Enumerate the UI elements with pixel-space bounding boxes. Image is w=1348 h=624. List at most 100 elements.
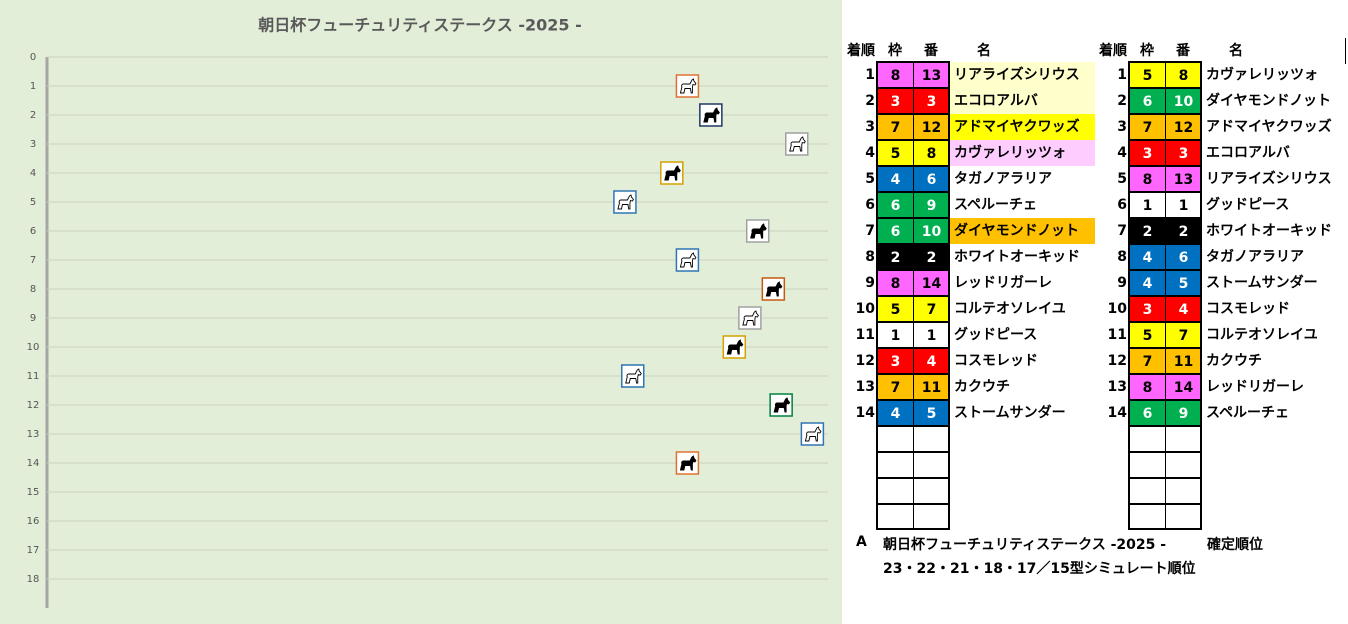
name-cell: グッドピース	[954, 327, 1038, 343]
frame-cell: 2	[1129, 218, 1166, 244]
frame-cell: 7	[877, 114, 914, 140]
number-cell: 9	[913, 192, 950, 218]
name-cell: コルテオソレイユ	[954, 301, 1066, 317]
frame-cell: 7	[1129, 114, 1166, 140]
rank-cell: 3	[865, 119, 875, 135]
rank-cell: 7	[1117, 223, 1127, 239]
rank-cell: 14	[855, 405, 875, 421]
name-cell: コルテオソレイユ	[1206, 327, 1318, 343]
frame-cell: 6	[877, 192, 914, 218]
table-header: 番	[1176, 43, 1190, 59]
table-header: 着順	[1099, 43, 1127, 59]
rank-cell: 9	[1117, 275, 1127, 291]
empty-cell	[1129, 478, 1166, 504]
empty-cell	[877, 426, 914, 452]
rank-cell: 13	[1107, 379, 1127, 395]
horse-icon	[679, 78, 697, 94]
horse-icon	[679, 252, 697, 268]
number-cell: 13	[1165, 166, 1202, 192]
y-tick-label: 1	[30, 81, 36, 92]
empty-cell	[1165, 452, 1202, 478]
rank-cell: 11	[1107, 327, 1127, 343]
name-cell: ダイヤモンドノット	[949, 218, 1095, 244]
table-header: 着順	[847, 43, 875, 59]
empty-cell	[1165, 478, 1202, 504]
name-cell: タガノアラリア	[1206, 249, 1304, 265]
name-cell: コスモレッド	[1206, 301, 1290, 317]
name-cell: コスモレッド	[954, 353, 1038, 369]
rank-cell: 6	[865, 197, 875, 213]
y-tick-label: 17	[27, 545, 40, 556]
rank-cell: 5	[865, 171, 875, 187]
y-tick-label: 9	[30, 313, 36, 324]
number-cell: 1	[913, 322, 950, 348]
rank-cell: 9	[865, 275, 875, 291]
y-tick-label: 15	[27, 487, 40, 498]
number-cell: 2	[1165, 218, 1202, 244]
rank-cell: 12	[855, 353, 875, 369]
horse-icon	[617, 194, 634, 210]
horse-icon	[726, 339, 744, 355]
number-cell: 5	[1165, 270, 1202, 296]
name-cell: レッドリガーレ	[954, 275, 1052, 291]
name-cell: カヴァレリッツォ	[949, 140, 1095, 166]
rank-cell: 11	[855, 327, 875, 343]
name-cell: ホワイトオーキッド	[1206, 223, 1332, 239]
horse-icon	[664, 165, 681, 181]
horse-icon	[804, 426, 822, 442]
empty-cell	[1129, 426, 1166, 452]
rank-cell: 8	[865, 249, 875, 265]
frame-cell: 4	[1129, 244, 1166, 270]
name-cell: カヴァレリッツォ	[1206, 67, 1318, 83]
number-cell: 12	[913, 114, 950, 140]
y-tick-label: 3	[30, 139, 36, 150]
chart-title: 朝日杯フューチュリティステークス -2025 -	[258, 16, 582, 35]
name-cell: エコロアルバ	[1206, 145, 1290, 161]
table-header: 枠	[1140, 43, 1154, 59]
rank-cell: 1	[865, 67, 875, 83]
footer-race: 朝日杯フューチュリティステークス -2025 -	[883, 537, 1167, 553]
y-tick-label: 4	[30, 168, 36, 179]
horse-icon	[773, 397, 791, 413]
rank-cell: 3	[1117, 119, 1127, 135]
y-tick-label: 0	[30, 52, 36, 63]
name-cell: リアライズシリウス	[949, 62, 1095, 88]
y-tick-label: 5	[30, 197, 36, 208]
number-cell: 10	[1165, 88, 1202, 114]
chart: 朝日杯フューチュリティステークス -2025 - 012345678910111…	[0, 0, 842, 624]
horse-icon	[742, 310, 759, 326]
footer-left-note: 23・22・21・18・17／15型シミュレート順位	[883, 561, 1196, 577]
y-tick-label: 10	[27, 342, 40, 353]
y-tick-label: 18	[27, 574, 40, 585]
rank-cell: 8	[1117, 249, 1127, 265]
name-cell: アドマイヤクワッズ	[949, 114, 1095, 140]
name-cell: ストームサンダー	[954, 405, 1066, 421]
frame-cell: 3	[1129, 140, 1166, 166]
name-cell: スペルーチェ	[1206, 405, 1290, 421]
number-cell: 10	[913, 218, 950, 244]
frame-cell: 6	[877, 218, 914, 244]
name-cell: ストームサンダー	[1206, 275, 1318, 291]
rank-cell: 10	[855, 301, 875, 317]
number-cell: 4	[1165, 296, 1202, 322]
rank-cell: 2	[865, 93, 875, 109]
name-cell: グッドピース	[1206, 197, 1290, 213]
number-cell: 8	[913, 140, 950, 166]
sheet-border	[1345, 38, 1346, 64]
number-cell: 2	[913, 244, 950, 270]
rank-cell: 6	[1117, 197, 1127, 213]
y-tick-label: 13	[27, 429, 40, 440]
table-frame	[876, 61, 950, 530]
name-cell: レッドリガーレ	[1206, 379, 1304, 395]
rank-cell: 5	[1117, 171, 1127, 187]
frame-cell: 8	[1129, 374, 1166, 400]
number-cell: 14	[913, 270, 950, 296]
rank-cell: 7	[865, 223, 875, 239]
horse-icon	[789, 136, 806, 152]
frame-cell: 4	[1129, 270, 1166, 296]
horse-icon	[765, 281, 783, 297]
name-cell: ダイヤモンドノット	[1206, 93, 1332, 109]
rank-cell: 10	[1107, 301, 1127, 317]
number-cell: 14	[1165, 374, 1202, 400]
frame-cell: 5	[1129, 322, 1166, 348]
